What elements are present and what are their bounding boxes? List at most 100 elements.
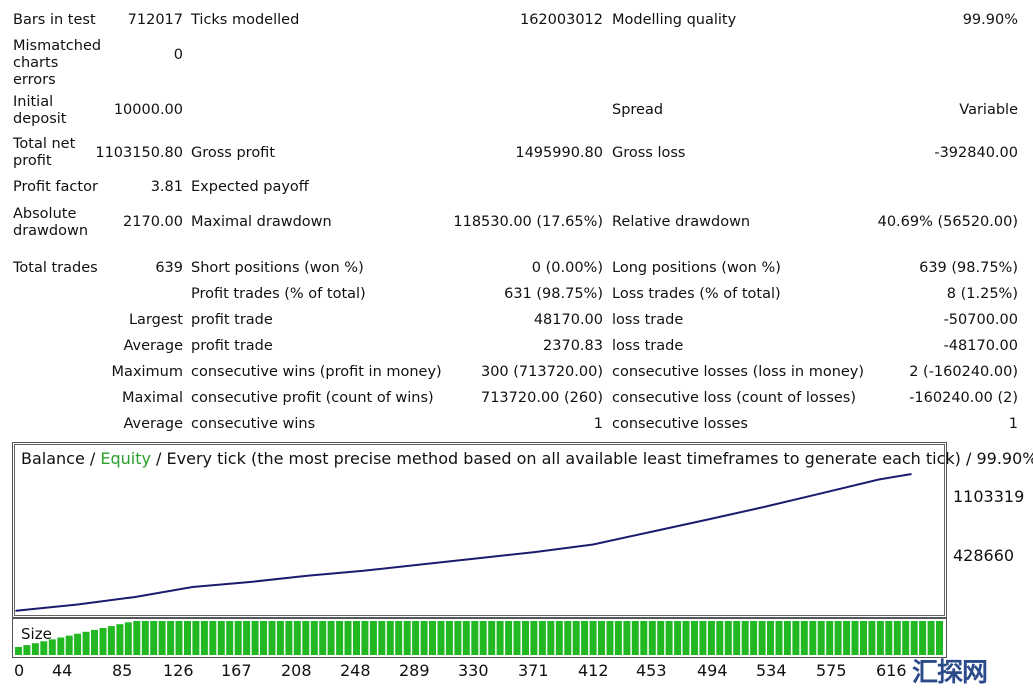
size-bar: [74, 633, 82, 655]
size-bar: [260, 621, 267, 655]
maximum-label: Maximum: [111, 364, 183, 380]
profit-factor-value: 3.81: [150, 179, 183, 195]
relative-drawdown-label: Relative drawdown: [612, 214, 751, 230]
size-bar: [268, 621, 276, 655]
average-profit-value: 2370.83: [543, 338, 603, 354]
size-bar: [885, 621, 893, 655]
size-bar: [310, 621, 318, 655]
average-consecutive-wins-label: consecutive wins: [191, 416, 316, 432]
long-positions-value: 639 (98.75%): [919, 260, 1018, 276]
size-bar: [200, 621, 208, 655]
largest-label: Largest: [128, 312, 183, 328]
size-bar: [454, 621, 462, 655]
size-bar: [572, 621, 580, 655]
size-bar: [902, 621, 910, 655]
x-axis-tick-label: 126: [163, 661, 194, 680]
balance-point: [15, 610, 17, 612]
x-axis-tick-label: 616: [876, 661, 907, 680]
size-bar: [564, 621, 572, 655]
short-positions-label: Short positions (won %): [191, 260, 364, 276]
balance-point: [477, 557, 480, 560]
maximal-drawdown-label: Maximal drawdown: [191, 214, 332, 230]
size-bars-plot: [15, 621, 943, 655]
largest-profit-value: 48170.00: [533, 312, 603, 328]
bars-in-test-value: 712017: [127, 12, 183, 28]
size-bar: [217, 621, 225, 655]
size-bar: [420, 621, 428, 655]
size-bar: [682, 621, 690, 655]
profit-trades-label: Profit trades (% of total): [191, 286, 366, 302]
bars-in-test-label: Bars in test: [13, 12, 96, 28]
size-bar: [57, 637, 65, 655]
size-bar: [23, 645, 31, 655]
size-bar: [167, 621, 175, 655]
balance-point: [362, 570, 365, 572]
size-bar: [868, 621, 876, 655]
size-bar: [783, 621, 791, 655]
size-bar: [631, 621, 639, 655]
size-bar: [386, 621, 394, 655]
maximal-profit-value: 713720.00 (260): [480, 390, 603, 406]
ticks-modelled-value: 162003012: [519, 12, 603, 28]
size-bar: [606, 621, 614, 655]
spread-value: Variable: [959, 102, 1018, 118]
size-bar: [893, 621, 901, 655]
size-bar: [293, 621, 301, 655]
size-bar: [226, 621, 234, 655]
size-bar: [598, 621, 605, 655]
size-bar: [699, 621, 707, 655]
y-axis-label-top: 1103319: [953, 487, 1025, 506]
size-bar: [936, 621, 943, 655]
x-axis-tick-label: 371: [518, 661, 549, 680]
loss-trades-label: Loss trades (% of total): [612, 286, 781, 302]
total-trades-value: 639: [155, 260, 183, 276]
size-bar: [395, 621, 403, 655]
size-bar: [369, 621, 377, 655]
chart-title-sep: /: [84, 449, 101, 468]
size-bar: [826, 621, 834, 655]
watermark-logo: 汇探网: [912, 658, 988, 688]
x-axis-tick-label: 167: [221, 661, 252, 680]
size-bar: [691, 621, 698, 655]
size-bar: [522, 621, 529, 655]
chart-plot-area: [14, 444, 945, 616]
average-loss-value: -48170.00: [943, 338, 1018, 354]
size-bar: [750, 621, 758, 655]
size-bar: [327, 621, 335, 655]
gross-profit-label: Gross profit: [191, 145, 276, 161]
size-bar: [99, 628, 107, 655]
size-bar: [623, 621, 631, 655]
size-bar: [496, 621, 504, 655]
size-bar: [834, 621, 842, 655]
balance-point: [878, 478, 880, 481]
maximum-losses-value: 2 (-160240.00): [909, 364, 1018, 380]
average-loss-label: loss trade: [612, 338, 684, 354]
size-bar: [336, 621, 344, 655]
size-bar: [505, 621, 513, 655]
expected-payoff-label: Expected payoff: [191, 179, 309, 195]
size-bar: [361, 621, 369, 655]
size-bar: [192, 621, 200, 655]
size-label: Size: [21, 625, 52, 643]
size-bar: [843, 621, 851, 655]
size-bar: [175, 621, 183, 655]
size-bar: [302, 621, 310, 655]
size-bar: [285, 621, 293, 655]
profit-factor-label: Profit factor: [13, 179, 98, 195]
x-axis-tick-label: 534: [756, 661, 787, 680]
x-axis-tick-label: 453: [636, 661, 667, 680]
x-axis-tick-label: 494: [697, 661, 728, 680]
size-bar: [707, 621, 715, 655]
total-net-profit-value: 1103150.80: [95, 145, 183, 161]
size-bar: [538, 621, 546, 655]
gross-loss-value: -392840.00: [934, 145, 1018, 161]
size-bar: [817, 621, 825, 655]
absolute-drawdown-value: 2170.00: [123, 214, 183, 230]
balance-line-plot: [15, 473, 912, 612]
x-axis-tick-label: 85: [112, 661, 133, 680]
size-bar: [581, 621, 589, 655]
balance-point: [707, 518, 709, 521]
long-positions-label: Long positions (won %): [612, 260, 781, 276]
average-consecutive-losses-label: consecutive losses: [612, 416, 748, 432]
size-bar: [919, 621, 927, 655]
